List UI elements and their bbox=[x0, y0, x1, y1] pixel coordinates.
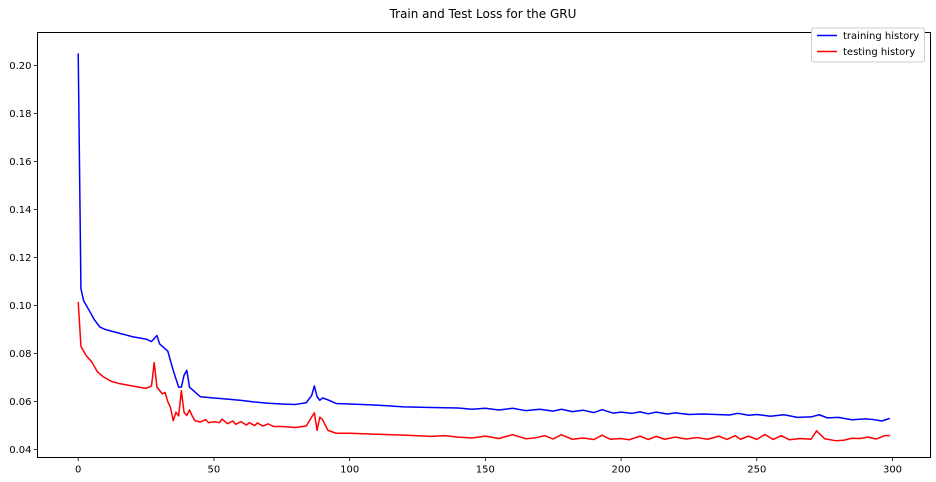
legend: training history testing history bbox=[811, 27, 925, 63]
y-tick-label: 0.10 bbox=[9, 301, 31, 312]
y-tick-label: 0.16 bbox=[9, 157, 31, 168]
y-tick-label: 0.18 bbox=[9, 109, 31, 120]
y-tick-label: 0.04 bbox=[9, 445, 31, 456]
y-tick-label: 0.06 bbox=[9, 397, 31, 408]
legend-label: testing history bbox=[843, 47, 915, 58]
series-line-training-history bbox=[77, 53, 891, 422]
plot-frame bbox=[37, 32, 931, 458]
chart-title: Train and Test Loss for the GRU bbox=[389, 7, 577, 21]
y-tick-label: 0.20 bbox=[9, 61, 31, 72]
x-tick-label: 150 bbox=[476, 465, 495, 476]
x-tick-label: 100 bbox=[340, 465, 359, 476]
plot-area bbox=[77, 53, 891, 442]
series-line-testing-history bbox=[77, 301, 890, 442]
x-tick-label: 0 bbox=[75, 465, 81, 476]
y-tick-label: 0.14 bbox=[9, 205, 31, 216]
legend-label: training history bbox=[843, 31, 919, 42]
y-tick-label: 0.12 bbox=[9, 253, 31, 264]
y-axis: 0.04 0.06 0.08 0.10 0.12 0.14 0.16 0.18 0.20 bbox=[9, 61, 38, 456]
x-tick-label: 200 bbox=[612, 465, 631, 476]
x-tick-label: 300 bbox=[883, 465, 902, 476]
legend-box bbox=[811, 27, 925, 63]
x-axis: 0 50 100 150 200 250 300 bbox=[75, 457, 902, 476]
x-tick-label: 250 bbox=[747, 465, 766, 476]
x-tick-label: 50 bbox=[208, 465, 221, 476]
y-tick-label: 0.08 bbox=[9, 349, 31, 360]
